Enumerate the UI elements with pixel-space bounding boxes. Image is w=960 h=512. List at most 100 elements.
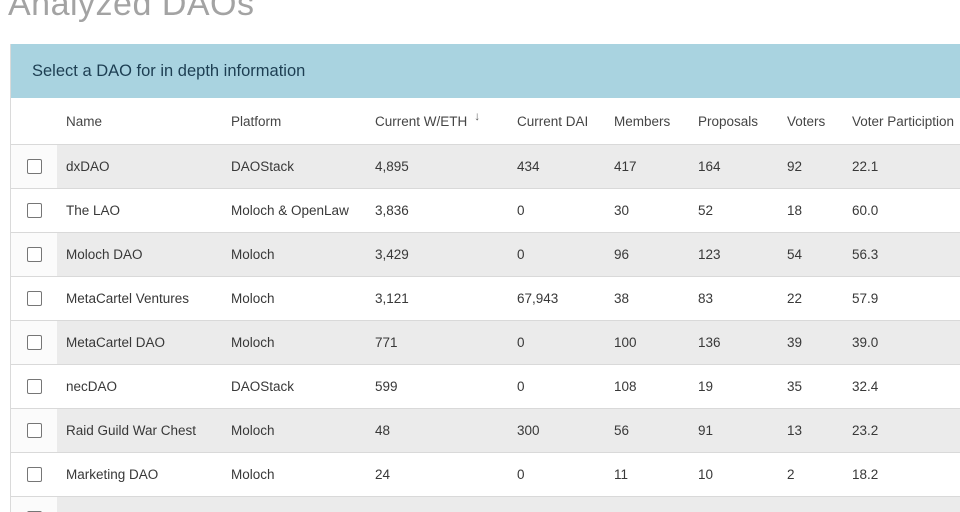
- table-row: MetaCartel Ventures Moloch 3,121 67,943 …: [11, 277, 960, 321]
- cell-voters: 39: [778, 321, 843, 364]
- cell-participation: 57.9: [852, 291, 879, 306]
- table-row: necDAO DAOStack 599 0 108 19 35 32.4: [11, 365, 960, 409]
- page-title: Analyzed DAOs: [8, 0, 255, 23]
- table-body: dxDAO DAOStack 4,895 434 417 164 92 22.1…: [11, 145, 960, 512]
- cell-platform: Moloch: [222, 321, 366, 364]
- cell-name: The LAO: [66, 203, 121, 218]
- cell-members: [605, 497, 689, 512]
- table-header-row: Name Platform Current W/ETH ↓ Current DAI…: [11, 98, 960, 145]
- cell-current-dai: 0: [517, 467, 525, 482]
- cell-proposals: [689, 497, 778, 512]
- row-select-checkbox[interactable]: [26, 291, 42, 306]
- table-row: MetaCartel DAO Moloch 771 0 100 136 39 3…: [11, 321, 960, 365]
- cell-voters: 13: [778, 409, 843, 452]
- table-row: Marketing DAO Moloch 24 0 11 10 2 18.2: [11, 453, 960, 497]
- cell-current-dai: 0: [517, 379, 525, 394]
- cell-participation: 23.2: [843, 409, 960, 452]
- cell-voters: 22: [787, 291, 803, 306]
- cell-current-dai: 434: [508, 145, 605, 188]
- column-header-proposals[interactable]: Proposals: [698, 113, 759, 129]
- sort-descending-icon[interactable]: ↓: [474, 109, 481, 123]
- cell-proposals: 10: [698, 467, 714, 482]
- cell-current-dai: 67,943: [517, 291, 559, 306]
- row-checkbox-cell: [11, 145, 57, 188]
- cell-participation: 22.1: [843, 145, 960, 188]
- cell-proposals: 83: [698, 291, 714, 306]
- cell-current-weth: 599: [375, 379, 398, 394]
- cell-current-weth: [366, 497, 508, 512]
- cell-participation: 32.4: [852, 379, 879, 394]
- cell-voters: 54: [778, 233, 843, 276]
- cell-proposals: 91: [689, 409, 778, 452]
- row-checkbox-cell: [11, 365, 57, 408]
- column-header-voter-participation[interactable]: Voter Particiption: [852, 113, 955, 129]
- row-checkbox-cell: [11, 453, 57, 496]
- cell-name: necDAO: [66, 379, 118, 394]
- cell-platform: Moloch: [222, 233, 366, 276]
- row-checkbox-cell: [11, 277, 57, 320]
- cell-current-weth: 24: [375, 467, 391, 482]
- cell-voters: [778, 497, 843, 512]
- row-select-checkbox[interactable]: [26, 203, 42, 218]
- cell-name: Moloch DAO: [57, 233, 222, 276]
- cell-participation: 39.0: [843, 321, 960, 364]
- cell-current-weth: 3,121: [375, 291, 409, 306]
- cell-voters: 2: [787, 467, 795, 482]
- cell-proposals: 52: [698, 203, 714, 218]
- cell-platform: Moloch: [231, 291, 275, 306]
- cell-members: 56: [605, 409, 689, 452]
- column-header-members[interactable]: Members: [614, 113, 671, 129]
- cell-platform: Moloch: [231, 467, 275, 482]
- cell-members: 11: [614, 467, 629, 482]
- cell-members: 108: [614, 379, 637, 394]
- cell-name: Raid Guild War Chest: [57, 409, 222, 452]
- cell-members: 417: [605, 145, 689, 188]
- cell-current-weth: 771: [366, 321, 508, 364]
- table-row: Raid Guild War Chest Moloch 48 300 56 91…: [11, 409, 960, 453]
- row-checkbox-cell: [11, 409, 57, 452]
- cell-members: 30: [614, 203, 630, 218]
- row-checkbox-cell: [11, 321, 57, 364]
- row-select-checkbox[interactable]: [26, 379, 42, 394]
- row-checkbox-cell: [11, 189, 57, 232]
- column-header-platform[interactable]: Platform: [231, 113, 282, 129]
- cell-members: 38: [614, 291, 630, 306]
- cell-members: 100: [605, 321, 689, 364]
- cell-proposals: 164: [689, 145, 778, 188]
- row-select-checkbox[interactable]: [26, 247, 42, 262]
- row-select-checkbox[interactable]: [26, 467, 42, 482]
- cell-voters: 18: [787, 203, 803, 218]
- select-all-header-cell: [11, 98, 57, 144]
- cell-name: dxDAO: [57, 145, 222, 188]
- cell-platform: DAOStack: [222, 145, 366, 188]
- cell-voters: 35: [787, 379, 803, 394]
- cell-current-dai: [508, 497, 605, 512]
- cell-name: [57, 497, 222, 512]
- row-select-checkbox[interactable]: [26, 159, 42, 174]
- table-row: dxDAO DAOStack 4,895 434 417 164 92 22.1: [11, 145, 960, 189]
- table-panel-header-label: Select a DAO for in depth information: [32, 61, 306, 80]
- cell-proposals: 19: [698, 379, 714, 394]
- row-select-checkbox[interactable]: [26, 423, 42, 438]
- cell-participation: 18.2: [852, 467, 879, 482]
- cell-proposals: 136: [689, 321, 778, 364]
- cell-platform: DAOStack: [231, 379, 295, 394]
- cell-name: MetaCartel Ventures: [66, 291, 190, 306]
- cell-platform: Moloch: [222, 409, 366, 452]
- cell-current-dai: 0: [508, 233, 605, 276]
- cell-current-dai: 0: [517, 203, 525, 218]
- column-header-current-weth[interactable]: Current W/ETH ↓: [375, 109, 481, 129]
- cell-proposals: 123: [689, 233, 778, 276]
- column-header-name[interactable]: Name: [66, 113, 103, 129]
- column-header-voters[interactable]: Voters: [787, 113, 826, 129]
- cell-voters: 92: [778, 145, 843, 188]
- row-checkbox-cell: [11, 497, 57, 512]
- cell-current-weth: 4,895: [366, 145, 508, 188]
- cell-participation: 60.0: [852, 203, 879, 218]
- table-row: [11, 497, 960, 512]
- cell-current-dai: 0: [508, 321, 605, 364]
- row-select-checkbox[interactable]: [26, 335, 42, 350]
- table-panel-header: Select a DAO for in depth information: [11, 44, 960, 98]
- column-header-current-dai[interactable]: Current DAI: [517, 113, 589, 129]
